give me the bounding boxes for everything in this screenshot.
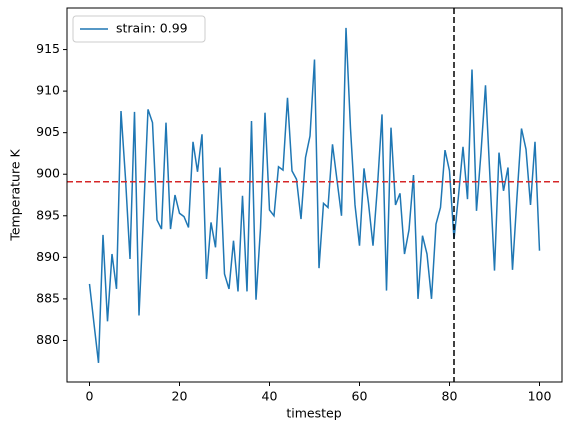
x-tick-label: 40 [262, 389, 278, 404]
y-tick-label: 915 [36, 41, 60, 56]
y-tick-label: 895 [36, 207, 60, 222]
x-tick-label: 80 [442, 389, 458, 404]
legend-label: strain: 0.99 [116, 21, 188, 36]
x-tick-label: 0 [86, 389, 94, 404]
y-tick-label: 880 [36, 332, 60, 347]
y-tick-label: 900 [36, 166, 60, 181]
x-tick-label: 100 [528, 389, 552, 404]
x-tick-label: 20 [172, 389, 188, 404]
y-tick-label: 905 [36, 124, 60, 139]
plot-frame [66, 7, 563, 383]
data-line [88, 27, 541, 363]
y-axis-label: Temperature K [8, 149, 23, 242]
y-tick-label: 890 [36, 249, 60, 264]
y-tick-label: 885 [36, 290, 60, 305]
legend-box [72, 15, 206, 43]
x-tick-label: 60 [352, 389, 368, 404]
y-tick-label: 910 [36, 83, 60, 98]
x-axis-label: timestep [286, 406, 341, 421]
